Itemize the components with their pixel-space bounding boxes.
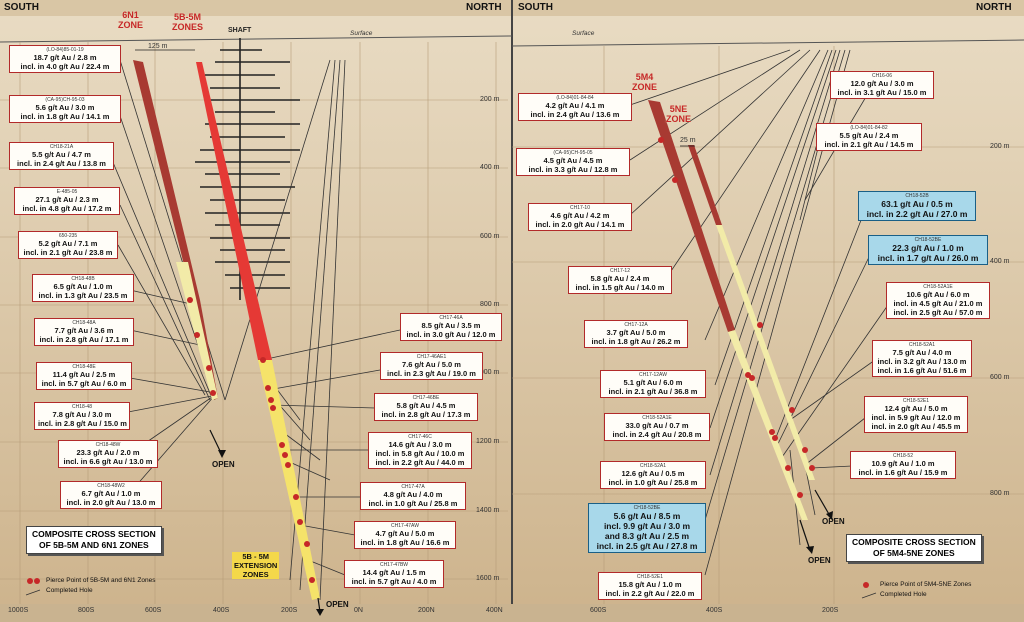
assay-label-ch18-52be-left: CH18-52BE 5.6 g/t Au / 8.5 m incl. 9.9 g/t…	[588, 503, 706, 553]
assay-label-ch18-52a1-left: CH18-52A1 12.6 g/t Au / 0.5 m incl. in 1.0…	[600, 461, 706, 489]
left-surface-label: Surface	[350, 30, 373, 37]
right-legend: Pierce Point of 5M4-5NE Zones Completed …	[880, 580, 971, 600]
open-label-6n1: OPEN	[212, 460, 235, 469]
zone-6n1-label: 6N1 ZONE	[118, 10, 144, 30]
assay-label-ch17-46be: CH17-46BE 5.8 g/t Au / 4.5 m incl. in 2.8 …	[374, 393, 478, 421]
easting-800s: 800S	[78, 607, 95, 614]
assay-label-ch18-52e1-right: CH18-52E1 12.4 g/t Au / 5.0 m incl. in 5.9…	[864, 396, 968, 433]
assay-label-ch18-48w: CH18-48W 23.3 g/t Au / 2.0 m incl. in 6.6 …	[58, 440, 158, 468]
left-north-label: NORTH	[466, 2, 502, 13]
zone-5ne-extension	[716, 225, 815, 480]
assay-label-ch18-48b: CH18-48B 6.5 g/t Au / 1.0 m incl. in 1.3 g…	[32, 274, 134, 302]
assay-label-ca-95-ch-95-05: (CA-95)CH-95-05 4.5 g/t Au / 4.5 m incl. i…	[516, 148, 630, 176]
assay-label-ch18-21a: CH18-21A 5.5 g/t Au / 4.7 m incl. in 2.4 g…	[9, 142, 114, 170]
right-easting-400s: 400S	[706, 607, 723, 614]
assay-label-ca-95-ch-95-03: (CA-95)CH-95-03 5.6 g/t Au / 3.0 m incl. i…	[9, 95, 121, 123]
assay-label-ch18-48a: CH18-48A 7.7 g/t Au / 3.6 m incl. in 2.8 g…	[34, 318, 134, 346]
depth-400: 400 m	[480, 164, 500, 171]
assay-label-ch18-52e1-left: CH18-52E1 15.8 g/t Au / 1.0 m incl. in 2.2…	[598, 572, 702, 600]
right-easting-200s: 200S	[822, 607, 839, 614]
depth-1000: 1000 m	[476, 369, 500, 376]
assay-label-ch17-46c: CH17-46C 14.6 g/t Au / 3.0 m incl. in 5.8 …	[368, 432, 472, 469]
easting-200n: 200N	[418, 607, 435, 614]
depth-800: 800 m	[480, 301, 500, 308]
spacing-25m: 25 m	[680, 137, 696, 144]
zone-5b5m-shape	[196, 62, 272, 360]
spacing-125m: 125 m	[148, 43, 168, 50]
shaft-label: SHAFT	[228, 27, 252, 34]
assay-label-ch16-06: CH16-06 12.0 g/t Au / 3.0 m incl. in 3.1 g…	[830, 71, 934, 99]
left-pierce-points	[187, 297, 315, 583]
assay-label-ch18-52b: CH18-52B 63.1 g/t Au / 0.5 m incl. in 2.2 …	[858, 191, 976, 221]
zone-5b5m-extension	[258, 360, 320, 600]
right-easting-600s: 600S	[590, 607, 607, 614]
assay-label-ch17-12a: CH17-12A 3.7 g/t Au / 5.0 m incl. in 1.8 g…	[584, 320, 688, 348]
right-depth-600: 600 m	[990, 374, 1010, 381]
assay-label-ch17-12aw: CH17-12AW 5.1 g/t Au / 6.0 m incl. in 2.1 …	[600, 370, 706, 398]
assay-label-ch18-52: CH18-52 10.9 g/t Au / 1.0 m incl. in 1.6 g…	[850, 451, 956, 479]
assay-label-ch18-52a1e-right: CH18-52A1E 10.6 g/t Au / 6.0 m incl. in 4.…	[886, 282, 990, 319]
open-label-5m4: OPEN	[808, 556, 831, 565]
assay-label-ch18-52a1-right: CH18-52A1 7.5 g/t Au / 4.0 m incl. in 3.2 …	[872, 340, 972, 377]
easting-200s: 200S	[281, 607, 298, 614]
legend-pierce-point: Pierce Point of 5B-5M and 6N1 Zones	[46, 577, 156, 584]
extension-zones-label: 5B - 5M EXTENSION ZONES	[232, 552, 280, 579]
assay-label-ch18-52a1e-left: CH18-52A1E 33.0 g/t Au / 0.7 m incl. in 2.…	[604, 413, 710, 441]
zone-5ne-label: 5NE ZONE	[666, 104, 692, 124]
depth-1200: 1200 m	[476, 438, 500, 445]
zone-5b5m-label: 5B-5M ZONES	[172, 12, 204, 32]
assay-label-ch18-48e: CH18-48E 11.4 g/t Au / 2.5 m incl. in 5.7 …	[36, 362, 132, 390]
easting-600s: 600S	[145, 607, 162, 614]
legend-completed-hole-right: Completed Hole	[880, 591, 927, 598]
assay-label-ch18-48w2: CH18-48W2 6.7 g/t Au / 1.0 m incl. in 2.0 …	[60, 481, 162, 509]
legend-pierce-point-right: Pierce Point of 5M4-5NE Zones	[880, 581, 972, 588]
assay-label-ch17-46ae1: CH17-46AE1 7.6 g/t Au / 5.0 m incl. in 2.3…	[380, 352, 483, 380]
assay-label-ch17-12: CH17-12 5.8 g/t Au / 2.4 m incl. in 1.5 g/…	[568, 266, 672, 294]
legend-completed-hole: Completed Hole	[46, 587, 93, 594]
right-depth-800: 800 m	[990, 490, 1010, 497]
right-section-title: COMPOSITE CROSS SECTION OF 5M4-5NE ZONES	[846, 534, 982, 562]
easting-0n: 0N	[354, 607, 363, 614]
right-depth-200: 200 m	[990, 143, 1010, 150]
zone-5ne-shape	[688, 145, 722, 225]
assay-label-ch17-47bw: CH17-47BW 14.4 g/t Au / 1.5 m incl. in 5.7…	[344, 560, 444, 588]
depth-1400: 1400 m	[476, 507, 500, 514]
easting-1000s: 1000S	[8, 607, 29, 614]
zone-5m4-shape	[648, 100, 735, 332]
depth-1600: 1600 m	[476, 575, 500, 582]
assay-label-lo-84-85-01-19: (LO-84)85-01-19 18.7 g/t Au / 2.8 m incl. …	[9, 45, 121, 73]
right-depth-400: 400 m	[990, 258, 1010, 265]
easting-400n: 400N	[486, 607, 503, 614]
assay-label-ch17-47aw: CH17-47AW 4.7 g/t Au / 5.0 m incl. in 1.8 …	[354, 521, 456, 549]
left-south-label: SOUTH	[4, 2, 39, 13]
assay-label-ch17-10: CH17-10 4.6 g/t Au / 4.2 m incl. in 2.0 g/…	[528, 203, 632, 231]
right-surface-label: Surface	[572, 30, 595, 37]
right-north-label: NORTH	[976, 2, 1012, 13]
assay-label-e-485-05: E-485-05 27.1 g/t Au / 2.3 m incl. in 4.8 …	[14, 187, 120, 215]
assay-label-ch17-46a: CH17-46A 8.5 g/t Au / 3.5 m incl. in 3.0 g…	[400, 313, 502, 341]
open-label-5ne: OPEN	[822, 517, 845, 526]
right-south-label: SOUTH	[518, 2, 553, 13]
depth-200: 200 m	[480, 96, 500, 103]
depth-600: 600 m	[480, 233, 500, 240]
surface-line-right	[511, 39, 1024, 47]
assay-label-lo-84-01-84-82: (LO-84)01-84-82 5.5 g/t Au / 2.4 m incl. i…	[816, 123, 922, 151]
surface-line-left	[0, 35, 513, 43]
left-legend: Pierce Point of 5B-5M and 6N1 Zones Comp…	[46, 576, 155, 596]
zone-5m4-label: 5M4 ZONE	[632, 72, 658, 92]
assay-label-lo-84-01-84-84: (LO-84)01-84-84 4.2 g/t Au / 4.1 m incl. i…	[518, 93, 632, 121]
open-label-5b5m: OPEN	[326, 600, 349, 609]
right-pierce-points	[658, 137, 815, 498]
assay-label-ch18-52be-right: CH18-52BE 22.3 g/t Au / 1.0 m incl. in 1.7…	[868, 235, 988, 265]
assay-label-ch17-47a: CH17-47A 4.8 g/t Au / 4.0 m incl. in 1.0 g…	[360, 482, 466, 510]
assay-label-650-235: 650-235 5.2 g/t Au / 7.1 m incl. in 2.1 g/…	[18, 231, 118, 259]
assay-label-ch18-48: CH18-48 7.8 g/t Au / 3.0 m incl. in 2.8 g/…	[34, 402, 130, 430]
easting-400s: 400S	[213, 607, 230, 614]
left-section-title: COMPOSITE CROSS SECTION OF 5B-5M AND 6N1 …	[26, 526, 162, 554]
